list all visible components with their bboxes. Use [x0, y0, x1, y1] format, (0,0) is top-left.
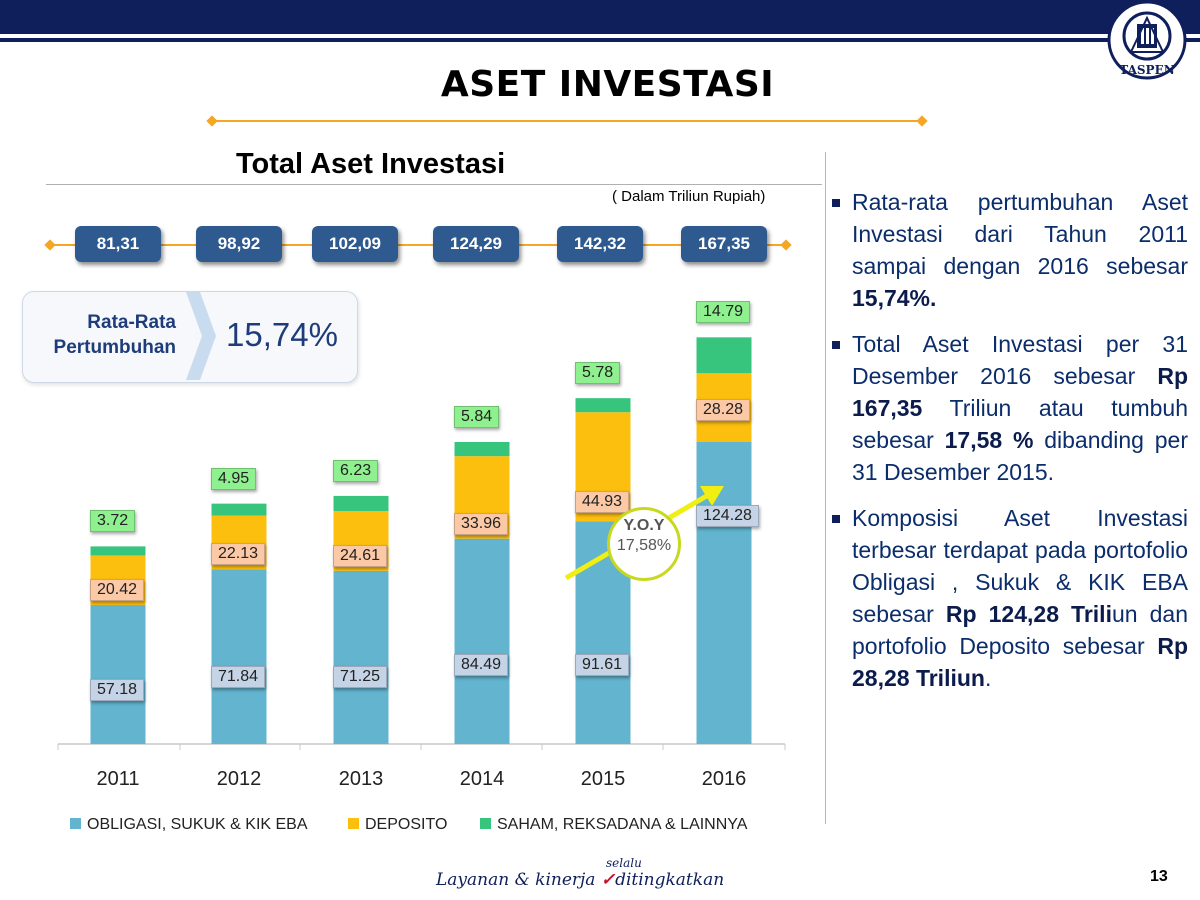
x-tick-label-2016: 2016 [701, 768, 747, 790]
growth-label-line1: Rata-Rata [87, 312, 176, 333]
growth-value: 15,74% [226, 316, 338, 353]
slogan-small: selalu [606, 856, 642, 870]
title-rule [212, 120, 922, 122]
data-label-2013-obligasi: 71.25 [333, 666, 388, 689]
bar-segment-2014-saham [454, 441, 510, 457]
growth-label: Rata-Rata Pertumbuhan [20, 310, 176, 360]
bullet-text: Total Aset Investasi per 31 Desember 201… [852, 331, 1188, 389]
data-label-2014-saham: 5.84 [454, 405, 500, 428]
data-label-2011-deposito: 20.42 [90, 579, 145, 602]
bar-segment-2013-saham [333, 495, 389, 512]
chevron-right-icon [186, 292, 216, 380]
growth-label-line2: Pertumbuhan [53, 337, 176, 358]
totals-line [50, 244, 786, 246]
x-tick-label-2013: 2013 [338, 768, 384, 790]
bullet-square-icon [832, 341, 840, 349]
logo-text: TASPEN [1119, 63, 1174, 77]
bullet-text: Komposisi Aset Investasi terbesar terdap… [852, 505, 1188, 627]
slogan-part1: Layanan & kinerja [436, 870, 601, 890]
yoy-value: 17,58% [616, 537, 672, 554]
page-number: 13 [1150, 868, 1168, 885]
bullet-text: Triliun atau tumbuh sebesar [852, 395, 1188, 453]
bar-segment-2011-saham [90, 546, 146, 556]
data-label-2016-deposito: 28.28 [696, 399, 751, 422]
bullet-emphasis: 15,74%. [852, 285, 937, 311]
data-label-2013-saham: 6.23 [333, 459, 379, 482]
bar-segment-2012-saham [211, 503, 267, 516]
bullet-text: . [984, 665, 992, 691]
unit-note: ( Dalam Triliun Rupiah) [612, 188, 766, 205]
vertical-divider [825, 152, 826, 824]
bar-segment-2015-saham [575, 398, 631, 413]
bar-segment-2016-saham [696, 337, 752, 374]
bar-segment-2014-obligasi [454, 538, 510, 744]
total-badge-2012: 98,92 [196, 226, 282, 262]
legend-swatch [480, 818, 491, 829]
data-label-2015-obligasi: 91.61 [575, 654, 630, 677]
data-label-2012-deposito: 22.13 [211, 543, 266, 566]
bullet-emphasis: Rp 124,28 Trili [945, 601, 1112, 627]
growth-box [22, 291, 358, 383]
chart-title-rule [46, 184, 822, 185]
data-label-2011-saham: 3.72 [90, 510, 136, 533]
data-label-2015-deposito: 44.93 [575, 491, 630, 514]
data-label-2013-deposito: 24.61 [333, 544, 388, 567]
x-tick-label-2014: 2014 [459, 768, 505, 790]
legend-item-obligasi: OBLIGASI, SUKUK & KIK EBA [70, 816, 308, 834]
legend-label: DEPOSITO [365, 816, 448, 833]
bullet-emphasis: Rp 28,28 Triliun [852, 633, 1188, 691]
bullet-emphasis: Rp 167,35 [852, 363, 1188, 421]
data-label-2015-saham: 5.78 [575, 362, 621, 385]
data-label-2014-obligasi: 84.49 [454, 653, 509, 676]
data-label-2012-saham: 4.95 [211, 467, 257, 490]
data-label-2011-obligasi: 57.18 [90, 679, 145, 702]
bullet-square-icon [832, 199, 840, 207]
bullet-item-1: Rata-rata pertumbuhan Aset Investasi dar… [832, 186, 1188, 314]
data-label-2012-obligasi: 71.84 [211, 665, 266, 688]
data-label-2016-obligasi: 124.28 [696, 505, 759, 528]
bullet-text: dibanding per 31 Desember 2015. [852, 427, 1188, 485]
total-badge-2015: 142,32 [557, 226, 643, 262]
footer-slogan: selalu Layanan & kinerja ✓ditingkatkan [436, 856, 766, 900]
bullet-text: un dan portofolio Deposito sebesar [852, 601, 1188, 659]
taspen-logo: TASPEN [1107, 0, 1187, 80]
bullet-text: Rata-rata pertumbuhan Aset Investasi dar… [852, 189, 1188, 279]
total-badge-2016: 167,35 [681, 226, 767, 262]
bullet-list: Rata-rata pertumbuhan Aset Investasi dar… [832, 186, 1188, 708]
data-label-2016-saham: 14.79 [696, 301, 751, 324]
legend-label: OBLIGASI, SUKUK & KIK EBA [87, 816, 308, 833]
slogan-part2: ditingkatkan [615, 870, 725, 890]
total-badge-2014: 124,29 [433, 226, 519, 262]
total-badge-2013: 102,09 [312, 226, 398, 262]
legend-swatch [70, 818, 81, 829]
slogan-check-icon: ✓ [600, 870, 616, 890]
bar-segment-2013-obligasi [333, 570, 389, 744]
top-banner-line [0, 38, 1200, 42]
bullet-item-3: Komposisi Aset Investasi terbesar terdap… [832, 502, 1188, 694]
bullet-item-2: Total Aset Investasi per 31 Desember 201… [832, 328, 1188, 488]
legend-item-saham: SAHAM, REKSADANA & LAINNYA [480, 816, 747, 834]
yoy-arrow-head [700, 486, 724, 506]
slogan-main: Layanan & kinerja ✓ditingkatkan [436, 870, 724, 890]
data-label-2014-deposito: 33.96 [454, 512, 509, 535]
x-tick-label-2015: 2015 [580, 768, 626, 790]
chart-title: Total Aset Investasi [236, 148, 506, 180]
total-badge-2011: 81,31 [75, 226, 161, 262]
yoy-label: Y.O.Y [623, 517, 665, 534]
x-tick-label-2011: 2011 [96, 768, 140, 790]
top-banner [0, 0, 1200, 34]
legend-item-deposito: DEPOSITO [348, 816, 447, 834]
bullet-square-icon [832, 515, 840, 523]
bar-segment-2012-obligasi [211, 569, 267, 744]
legend-swatch [348, 818, 359, 829]
yoy-circle [607, 507, 681, 581]
slide-title: ASET INVESTASI [440, 64, 775, 105]
bullet-emphasis: 17,58 % [944, 427, 1034, 453]
legend-label: SAHAM, REKSADANA & LAINNYA [497, 816, 748, 833]
x-tick-label-2012: 2012 [216, 768, 262, 790]
bar-segment-2011-obligasi [90, 605, 146, 744]
